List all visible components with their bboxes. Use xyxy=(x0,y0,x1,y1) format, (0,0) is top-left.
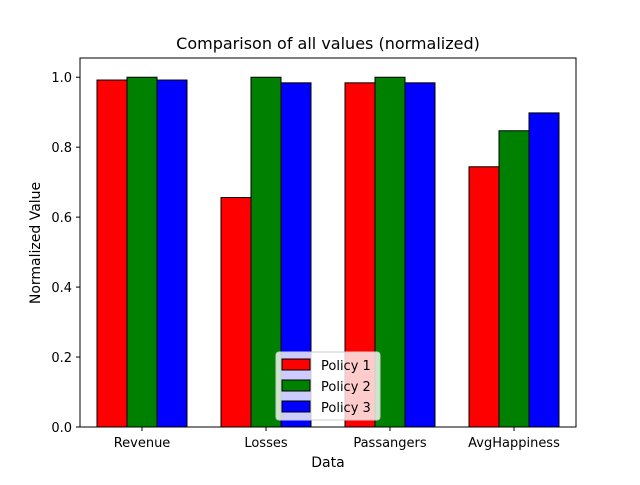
legend-swatch-series-2 xyxy=(281,379,311,392)
chart-title: Comparison of all values (normalized) xyxy=(176,34,480,53)
bar-avghappiness-series-3 xyxy=(528,112,560,428)
y-tick-label: 0.8 xyxy=(51,141,72,156)
x-tick-label: Revenue xyxy=(114,436,171,451)
plot-frame xyxy=(79,57,577,428)
bar-revenue-series-2 xyxy=(126,76,158,428)
bar-avghappiness-series-1 xyxy=(468,166,500,428)
legend-label-series-3: Policy 3 xyxy=(321,401,371,416)
bar-revenue-series-1 xyxy=(96,79,128,428)
y-tick-label: 1.0 xyxy=(51,71,72,86)
x-axis-label: Data xyxy=(311,455,344,471)
bar-revenue-series-3 xyxy=(156,79,188,428)
x-tick-label: Losses xyxy=(244,436,288,451)
bar-passangers-series-2 xyxy=(374,76,406,428)
legend-swatch-series-3 xyxy=(281,400,311,413)
x-tick-label: Passangers xyxy=(353,436,427,451)
bar-losses-series-1 xyxy=(220,197,252,428)
legend: Policy 1 Policy 2 Policy 3 xyxy=(275,351,381,421)
y-axis-label: Normalized Value xyxy=(28,182,44,304)
y-tick-label: 0.6 xyxy=(51,211,72,226)
legend-label-series-2: Policy 2 xyxy=(321,380,371,395)
legend-label-series-1: Policy 1 xyxy=(321,359,371,374)
y-tick-label: 0.2 xyxy=(51,351,72,366)
bar-passangers-series-3 xyxy=(404,82,436,428)
bars-layer xyxy=(96,76,560,428)
y-tick-label: 0.4 xyxy=(51,281,72,296)
x-tick-label: AvgHappiness xyxy=(468,436,560,451)
bar-avghappiness-series-2 xyxy=(498,130,530,428)
legend-swatch-series-1 xyxy=(281,358,311,371)
axes-layer: 0.0 0.2 0.4 0.6 0.8 1.0 Revenue Losses Passanger… xyxy=(51,57,577,451)
y-tick-label: 0.0 xyxy=(51,421,72,436)
